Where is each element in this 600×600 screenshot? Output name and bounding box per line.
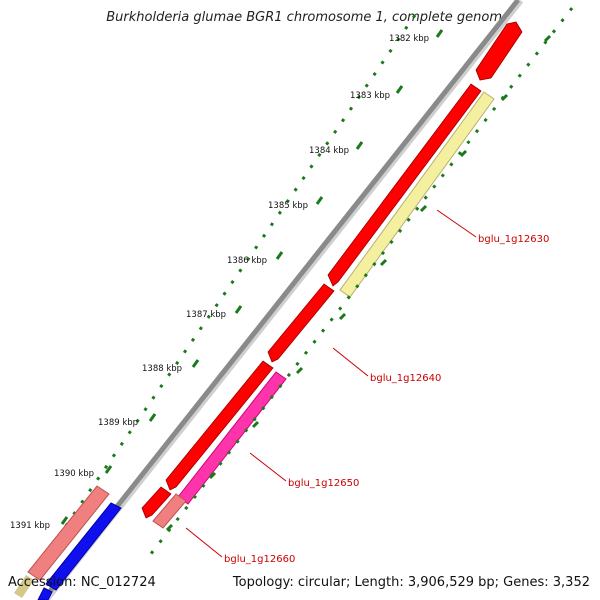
inner-track-tick — [295, 366, 304, 375]
scale-label-1384: 1384 kbp — [309, 146, 349, 156]
forward-gene — [267, 283, 335, 363]
scale-tick — [191, 359, 200, 368]
inner-track-tick — [338, 312, 347, 321]
leader-bglu-1g12650 — [249, 452, 287, 482]
scale-tick — [104, 465, 113, 474]
scale-tick — [395, 85, 404, 94]
scale-label-1383: 1383 kbp — [350, 91, 390, 101]
gene-labels: bglu_1g12630 bglu_1g12640 bglu_1g12650 b… — [224, 234, 549, 565]
scale-tick — [315, 196, 324, 205]
leader-bglu-1g12660 — [185, 527, 223, 558]
gene-label-bglu-1g12630: bglu_1g12630 — [478, 234, 549, 245]
scale-tick — [355, 141, 364, 150]
inner-track-tick — [419, 204, 428, 213]
genome-summary-text: Topology: circular; Length: 3,906,529 bp… — [232, 575, 590, 590]
forward-gene — [327, 83, 482, 287]
inner-track-tick — [500, 93, 509, 102]
forward-gene-arrow — [475, 21, 523, 81]
inner-track-ticks — [165, 34, 552, 532]
scale-label-1391: 1391 kbp — [10, 521, 50, 531]
inner-track-tick — [251, 420, 260, 429]
gene-label-bglu-1g12650: bglu_1g12650 — [288, 478, 359, 489]
forward-strand-genes — [141, 21, 523, 519]
forward-gene — [141, 486, 172, 519]
scale-label-1386: 1386 kbp — [227, 256, 267, 266]
forward-gene — [165, 360, 274, 491]
inner-track-tick — [543, 34, 552, 43]
inner-track-tick — [165, 523, 174, 532]
scale-label-1389: 1389 kbp — [98, 418, 138, 428]
scale-label-1385: 1385 kbp — [268, 201, 308, 211]
reverse-gene-salmon-inner — [152, 493, 187, 529]
reverse-gene-olive — [14, 575, 34, 598]
scale-ticks — [60, 29, 444, 525]
reverse-gene-blue-tail — [37, 587, 53, 600]
scale-label-1388: 1388 kbp — [142, 364, 182, 374]
reverse-gene-blue — [45, 502, 122, 591]
inner-track-tick — [459, 149, 468, 158]
scale-tick — [234, 305, 243, 314]
inner-track-tick — [208, 471, 217, 480]
inner-track-tick — [379, 258, 388, 267]
scale-label-1387: 1387 kbp — [186, 310, 226, 320]
scale-tick — [60, 516, 69, 525]
reverse-gene-salmon-outer — [27, 485, 110, 581]
leader-bglu-1g12640 — [332, 347, 369, 377]
reverse-strand-genes — [14, 91, 495, 600]
scale-tick — [435, 29, 444, 38]
leader-bglu-1g12630 — [436, 209, 477, 238]
scale-label-1390: 1390 kbp — [54, 469, 94, 479]
gene-label-bglu-1g12640: bglu_1g12640 — [370, 373, 441, 384]
reverse-gene-pink — [177, 371, 287, 505]
scale-label-1382: 1382 kbp — [389, 34, 429, 44]
scale-labels: 1382 kbp 1383 kbp 1384 kbp 1385 kbp 1386… — [10, 34, 429, 531]
scale-tick — [275, 251, 284, 260]
outer-scale-track — [20, 14, 417, 591]
backbone — [41, 0, 520, 600]
gene-label-leaders — [185, 209, 477, 558]
gene-label-bglu-1g12660: bglu_1g12660 — [224, 554, 295, 565]
inner-scale-track — [148, 7, 574, 556]
accession-text: Accession: NC_012724 — [8, 575, 156, 590]
scale-tick — [148, 413, 157, 422]
map-title: Burkholderia glumae BGR1 chromosome 1, c… — [106, 10, 510, 25]
